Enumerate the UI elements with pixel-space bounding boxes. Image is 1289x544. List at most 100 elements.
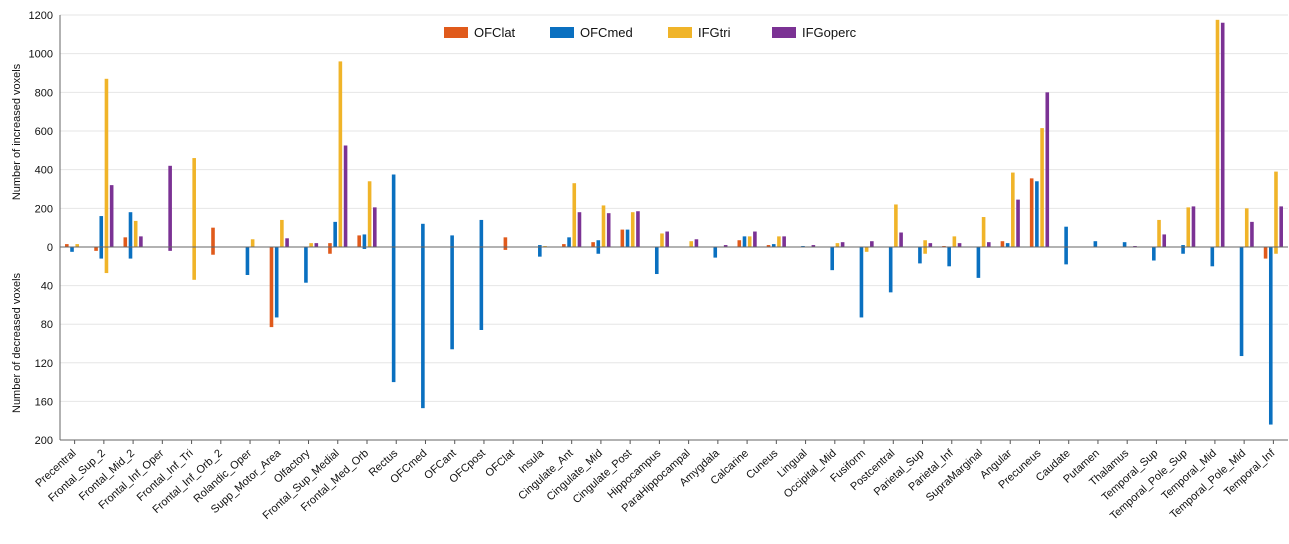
bar-increased-OFClat-Frontal_Inf_Orb_2 (211, 227, 215, 247)
ytick-bottom-label: 120 (35, 358, 53, 370)
legend-label-OFClat: OFClat (474, 25, 516, 40)
bar-increased-OFCmed-Cingulate_Ant (567, 237, 571, 247)
bar-increased-IFGoperc-Precuneus (1045, 92, 1050, 247)
bar-increased-OFCmed-Cingulate_Mid (596, 240, 601, 247)
bar-increased-IFGoperc-Parietal_Sup (928, 243, 933, 247)
bar-increased-IFGoperc-Occipital_Mid (840, 242, 845, 247)
bar-increased-IFGtri-Olfactory (309, 243, 313, 247)
bar-increased-OFClat-Frontal_Sup_Medial (328, 243, 332, 247)
bar-decreased-OFCmed-Frontal_Sup_2 (99, 247, 104, 259)
bar-decreased-OFCmed-Insula (538, 247, 542, 257)
bar-increased-IFGtri-SupraMarginal (981, 217, 986, 247)
bar-decreased-OFCmed-Temporal_Pole_Mid (1239, 247, 1244, 357)
bar-increased-IFGoperc-Temporal_Sup (1162, 234, 1167, 247)
bar-decreased-OFClat-Frontal_Sup_2 (94, 247, 98, 251)
bar-increased-OFCmed-Frontal_Mid_2 (128, 212, 133, 247)
bar-increased-OFClat-Cuneus (766, 245, 771, 247)
bar-increased-IFGtri-Cingulate_Post (630, 212, 635, 247)
xtick-label: Temporal_Inf (1222, 447, 1278, 499)
bar-layer (65, 19, 1283, 425)
bar-increased-OFCmed-Insula (538, 245, 542, 247)
bar-decreased-OFCmed-Temporal_Pole_Sup (1181, 247, 1185, 254)
y-axis-label-increased: Number of increased voxels (11, 63, 23, 200)
bar-increased-IFGoperc-Olfactory (314, 243, 319, 247)
bar-increased-IFGtri-Parietal_Inf (952, 236, 957, 247)
legend-swatch-OFCmed (550, 27, 574, 38)
bar-decreased-OFCmed-SupraMarginal (976, 247, 981, 278)
bar-decreased-OFCmed-Frontal_Med_Orb (362, 247, 367, 249)
xtick-label: Cuneus (744, 447, 781, 482)
grid-layer (60, 14, 1288, 441)
ytick-top-label: 200 (35, 203, 53, 215)
bar-increased-IFGoperc-Postcentral (899, 232, 903, 247)
bar-increased-IFGoperc-Cingulate_Ant (577, 212, 582, 247)
bar-increased-OFClat-Precentral (65, 244, 69, 247)
bar-increased-IFGoperc-Temporal_Pole_Sup (1191, 206, 1196, 247)
bar-decreased-OFCmed-Cingulate_Mid (596, 247, 601, 254)
bar-decreased-OFCmed-Olfactory (304, 247, 308, 283)
bar-increased-OFClat-Angular (1000, 241, 1005, 247)
bar-decreased-OFCmed-Temporal_Sup (1152, 247, 1156, 261)
bar-increased-IFGoperc-Cingulate_Post (636, 211, 640, 247)
bar-increased-OFCmed-Caudate (1064, 226, 1068, 247)
bar-decreased-OFClat-Frontal_Inf_Orb_2 (211, 247, 215, 255)
bar-increased-IFGoperc-Fusiform (870, 241, 874, 247)
ytick-top-label: 800 (35, 87, 53, 99)
bar-decreased-OFCmed-Occipital_Mid (830, 247, 835, 271)
ytick-bottom-label: 80 (41, 319, 53, 331)
bar-increased-IFGoperc-Cingulate_Mid (606, 213, 611, 247)
bar-increased-IFGtri-Temporal_Sup (1157, 219, 1161, 247)
bar-decreased-OFCmed-Parietal_Sup (918, 247, 922, 264)
ytick-bottom-label: 40 (41, 281, 53, 293)
bar-increased-OFCmed-Precuneus (1035, 181, 1039, 247)
legend-label-IFGtri: IFGtri (698, 25, 731, 40)
bar-increased-OFCmed-Frontal_Sup_2 (99, 216, 104, 247)
bar-increased-IFGtri-Temporal_Pole_Mid (1244, 208, 1249, 247)
bar-increased-OFClat-Calcarine (737, 240, 742, 247)
bar-increased-IFGtri-Temporal_Inf (1274, 171, 1278, 247)
bar-increased-IFGoperc-Angular (1016, 199, 1020, 247)
bar-increased-OFCmed-Cingulate_Post (625, 229, 630, 247)
bar-increased-IFGtri-Cingulate_Ant (572, 183, 577, 247)
bar-increased-IFGoperc-Amygdala (723, 245, 728, 247)
bar-increased-IFGtri-Precuneus (1040, 128, 1044, 247)
bar-decreased-OFCmed-Postcentral (888, 247, 893, 293)
legend-swatch-IFGtri (668, 27, 692, 38)
bar-increased-IFGtri-Parietal_Sup (923, 240, 927, 247)
bar-increased-OFClat-Frontal_Med_Orb (357, 235, 361, 247)
bar-decreased-OFClat-Temporal_Inf (1263, 247, 1268, 259)
bar-increased-IFGtri-Frontal_Sup_Medial (338, 61, 343, 248)
ytick-top-label: 1000 (29, 49, 53, 61)
bar-decreased-OFCmed-Temporal_Inf (1268, 247, 1273, 425)
bar-decreased-OFCmed-OFCmed (421, 247, 425, 409)
bar-decreased-OFCmed-OFCant (450, 247, 454, 350)
xtick-layer: PrecentralFrontal_Sup_2Frontal_Mid_2Fron… (33, 447, 1278, 523)
bar-increased-IFGoperc-Hippocampus (665, 231, 669, 247)
bar-increased-IFGoperc-Temporal_Mid (1220, 22, 1225, 247)
ytick-top-label: 600 (35, 126, 53, 138)
bar-decreased-IFGtri-Frontal_Inf_Tri (192, 247, 196, 280)
bar-decreased-IFGtri-Parietal_Sup (923, 247, 927, 254)
bar-increased-OFCmed-Putamen (1093, 241, 1098, 247)
bar-decreased-OFCmed-Amygdala (713, 247, 718, 258)
bar-decreased-OFCmed-Rolandic_Oper (245, 247, 250, 275)
bar-increased-IFGoperc-Frontal_Sup_Medial (343, 145, 348, 247)
bar-increased-IFGoperc-Frontal_Mid_2 (139, 236, 143, 247)
bar-increased-OFCmed-Thalamus (1122, 242, 1127, 247)
bar-increased-IFGoperc-Frontal_Inf_Oper (168, 165, 172, 247)
axis-layer (59, 15, 1288, 444)
bar-increased-IFGtri-Cingulate_Mid (601, 205, 606, 247)
bar-increased-IFGoperc-Frontal_Sup_2 (109, 185, 114, 247)
bar-increased-IFGoperc-SupraMarginal (987, 242, 991, 247)
bar-increased-IFGtri-ParaHippocampal (689, 241, 694, 247)
legend-swatch-IFGoperc (772, 27, 796, 38)
bar-decreased-IFGtri-Frontal_Sup_2 (104, 247, 109, 274)
ytick-bottom-label: 200 (35, 435, 53, 447)
bar-increased-IFGoperc-Parietal_Inf (957, 243, 962, 247)
bar-increased-IFGtri-Calcarine (747, 236, 752, 247)
bar-increased-IFGtri-Rolandic_Oper (250, 239, 255, 247)
bar-increased-IFGoperc-Lingual (811, 245, 816, 247)
bar-increased-IFGtri-Hippocampus (660, 233, 664, 247)
